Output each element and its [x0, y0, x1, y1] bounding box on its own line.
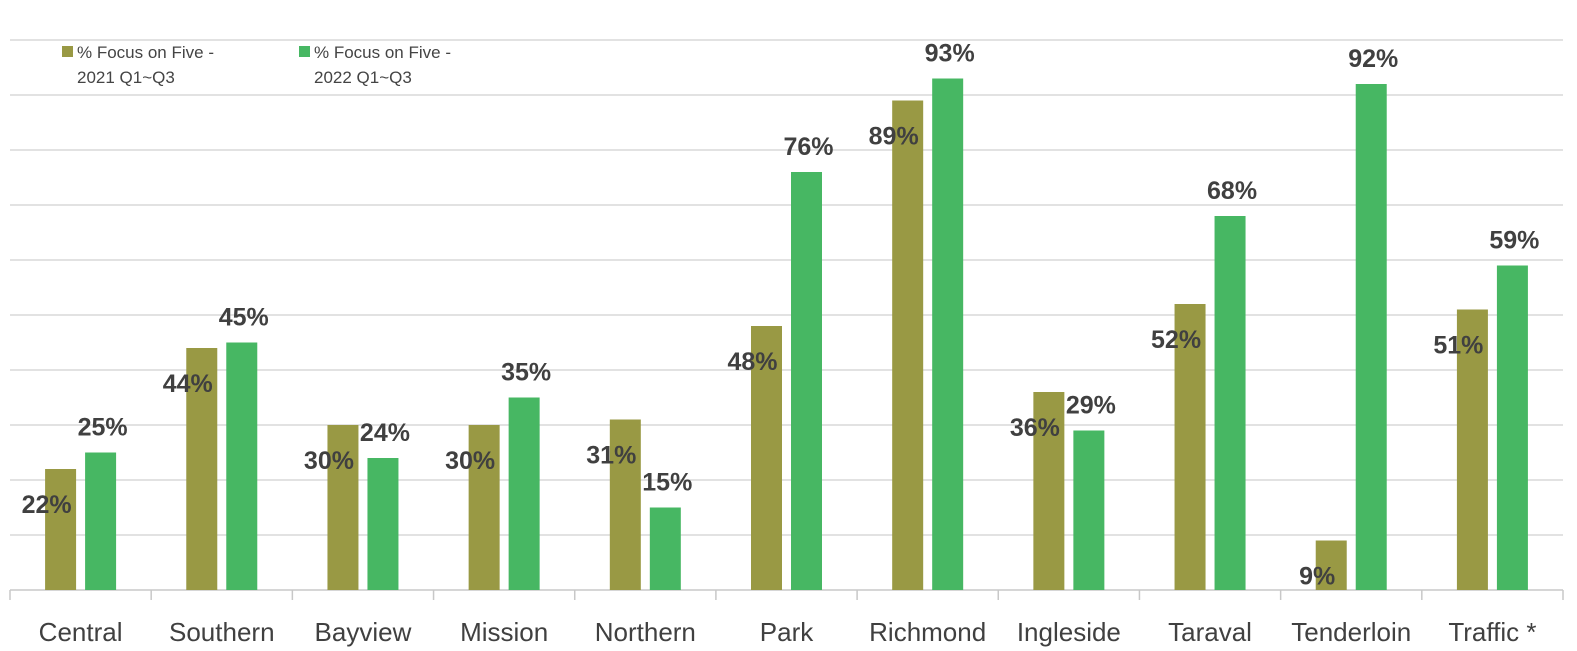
data-label-2022: 45%: [219, 304, 269, 332]
bar-2022: [1073, 430, 1105, 590]
data-label-2021: 52%: [1151, 326, 1201, 354]
bar-2021: [751, 326, 782, 590]
bar-2021: [609, 419, 641, 590]
legend-label-2021: % Focus on Five - 2021 Q1~Q3: [77, 43, 214, 87]
bar-2022: [791, 172, 822, 590]
x-tick-label: Taraval: [1168, 617, 1252, 647]
bar-2022: [367, 458, 399, 590]
legend-item-2021: % Focus on Five - 2021 Q1~Q3: [62, 40, 299, 90]
bar-2021: [468, 425, 500, 590]
x-tick-label: Central: [39, 617, 123, 647]
x-tick-label: Mission: [460, 617, 548, 647]
bar-2022: [85, 452, 117, 590]
bar-2022: [649, 507, 681, 590]
legend: % Focus on Five - 2021 Q1~Q3 % Focus on …: [62, 40, 536, 90]
x-tick-label: Tenderloin: [1291, 617, 1411, 647]
x-tick-label: Park: [760, 617, 814, 647]
x-tick-label: Northern: [595, 617, 696, 647]
bar-2021: [186, 348, 218, 590]
data-label-2022: 29%: [1066, 392, 1116, 420]
data-label-2021: 30%: [445, 447, 495, 475]
data-label-2022: 25%: [78, 414, 128, 442]
data-label-2022: 15%: [642, 469, 692, 497]
data-label-2021: 48%: [727, 348, 777, 376]
x-tick-label: Bayview: [315, 617, 412, 647]
x-tick-label: Southern: [169, 617, 275, 647]
bar-2022: [932, 78, 964, 590]
data-label-2021: 9%: [1299, 563, 1335, 591]
bar-2021: [1174, 304, 1206, 590]
bar-2021: [1315, 540, 1347, 590]
data-label-2022: 93%: [925, 40, 975, 68]
x-tick-label: Ingleside: [1017, 617, 1121, 647]
bar-2021: [1456, 309, 1488, 590]
data-label-2021: 44%: [163, 370, 213, 398]
bar-2022: [1214, 216, 1246, 590]
data-label-2022: 68%: [1207, 177, 1257, 205]
bar-2021: [327, 425, 359, 590]
data-label-2021: 89%: [869, 123, 919, 151]
data-label-2022: 59%: [1489, 227, 1539, 255]
data-label-2022: 92%: [1348, 45, 1398, 73]
bar-2022: [226, 342, 258, 590]
x-tick-label: Richmond: [869, 617, 986, 647]
data-label-2022: 76%: [783, 133, 833, 161]
bar-2022: [1355, 84, 1387, 590]
x-tick-label: Traffic *: [1448, 617, 1536, 647]
legend-item-2022: % Focus on Five - 2022 Q1~Q3: [299, 40, 536, 90]
data-label-2021: 31%: [586, 442, 636, 470]
bar-2021: [45, 469, 77, 590]
bar-2022: [1496, 265, 1528, 590]
data-label-2021: 30%: [304, 447, 354, 475]
legend-swatch-2021: [62, 46, 73, 57]
legend-label-2022: % Focus on Five - 2022 Q1~Q3: [314, 43, 451, 87]
bar-2021: [892, 100, 924, 590]
data-label-2021: 51%: [1433, 332, 1483, 360]
bar-2021: [1033, 392, 1065, 590]
data-label-2022: 24%: [360, 419, 410, 447]
bar-2022: [508, 397, 540, 590]
data-label-2021: 36%: [1010, 414, 1060, 442]
legend-swatch-2022: [299, 46, 310, 57]
data-label-2022: 35%: [501, 359, 551, 387]
data-label-2021: 22%: [22, 491, 72, 519]
